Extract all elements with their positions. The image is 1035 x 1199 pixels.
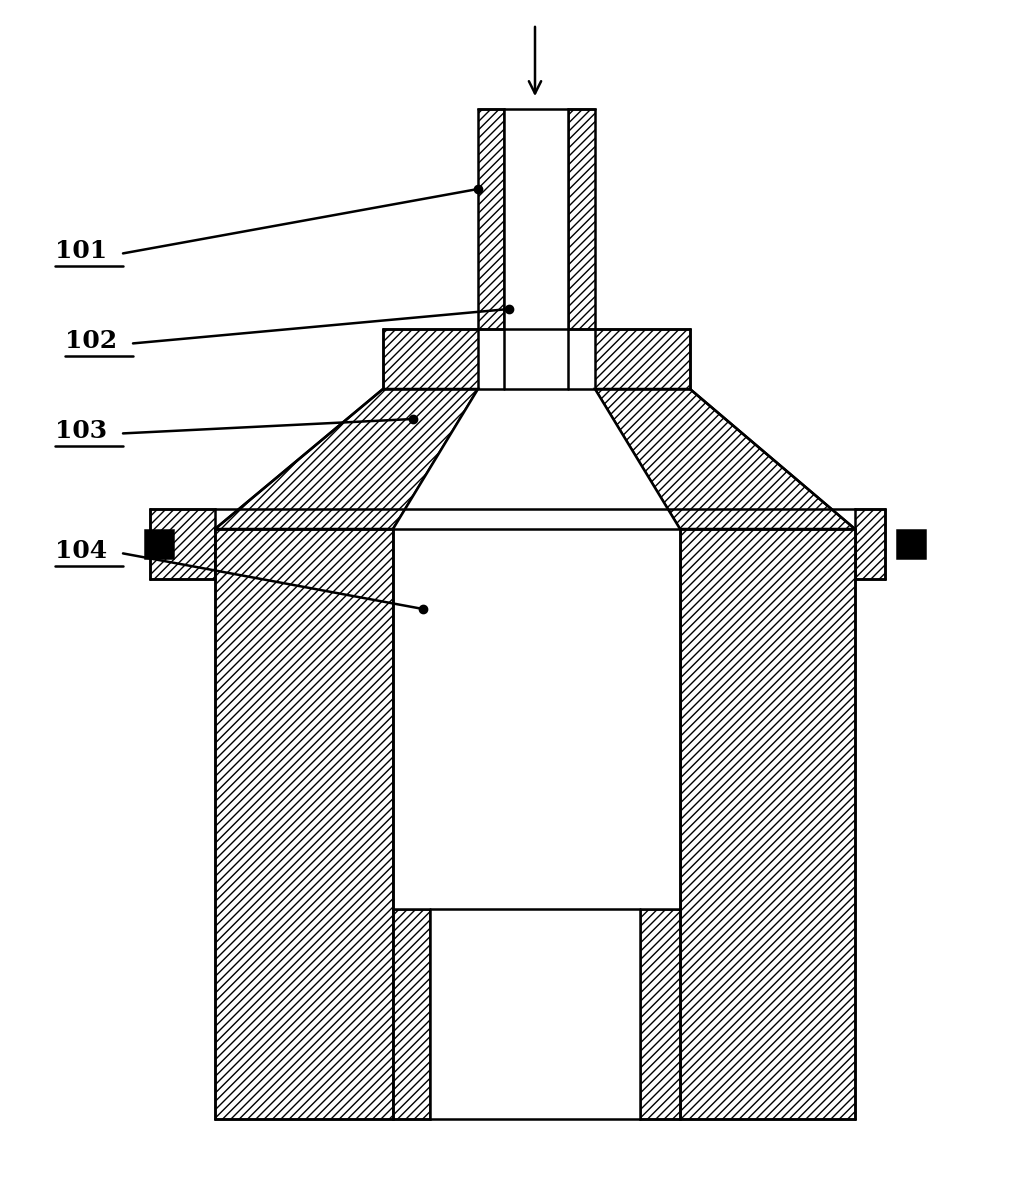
Text: 104: 104 bbox=[55, 540, 108, 564]
Polygon shape bbox=[383, 329, 478, 388]
Polygon shape bbox=[393, 909, 430, 1119]
Text: 101: 101 bbox=[55, 239, 108, 263]
Text: 103: 103 bbox=[55, 418, 108, 442]
Polygon shape bbox=[150, 510, 215, 579]
Polygon shape bbox=[640, 909, 680, 1119]
Polygon shape bbox=[393, 388, 680, 529]
Text: 102: 102 bbox=[65, 329, 117, 353]
Bar bbox=[897, 530, 925, 558]
Polygon shape bbox=[595, 329, 690, 388]
Bar bbox=[145, 530, 173, 558]
Bar bbox=[393, 529, 680, 909]
Polygon shape bbox=[680, 529, 855, 1119]
Polygon shape bbox=[595, 388, 855, 529]
Bar bbox=[430, 909, 640, 1119]
Polygon shape bbox=[568, 109, 595, 329]
Polygon shape bbox=[855, 510, 885, 579]
Polygon shape bbox=[478, 109, 504, 329]
Polygon shape bbox=[215, 388, 478, 529]
Bar bbox=[504, 109, 568, 329]
Polygon shape bbox=[215, 529, 393, 1119]
Bar bbox=[504, 329, 568, 388]
